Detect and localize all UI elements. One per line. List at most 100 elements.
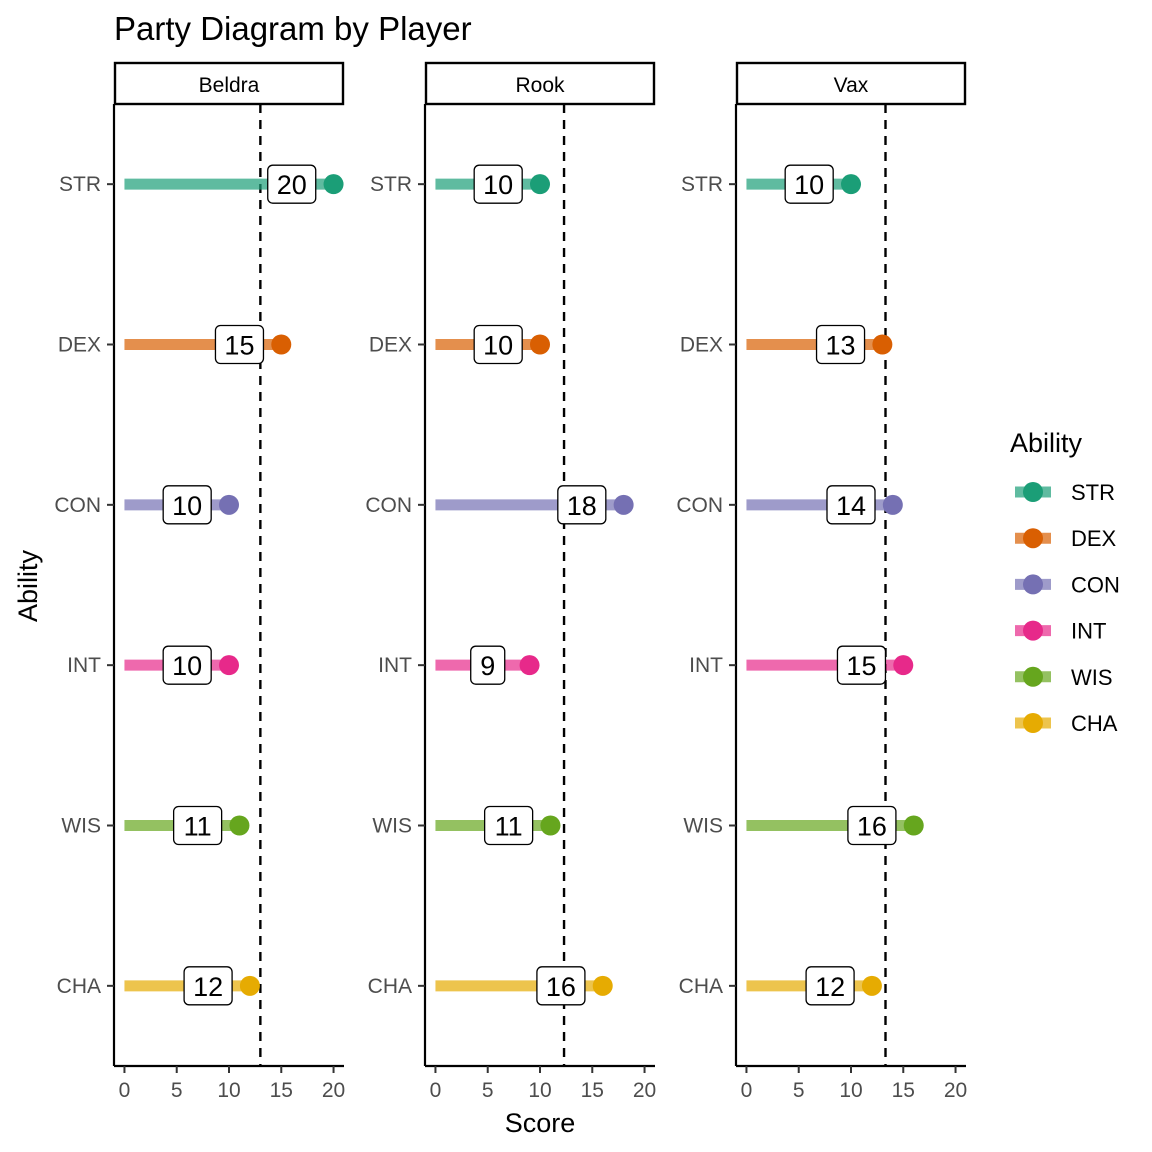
- lollipop-point-cha: [592, 975, 613, 996]
- legend-label-dex: DEX: [1071, 526, 1117, 551]
- x-tick-label: 10: [839, 1079, 862, 1102]
- y-tick-label: DEX: [680, 334, 723, 357]
- x-tick-label: 15: [892, 1079, 915, 1102]
- lollipop-point-cha: [239, 975, 260, 996]
- y-tick-label: CON: [365, 494, 412, 517]
- lollipop-point-wis: [903, 815, 924, 836]
- data-label-box: [470, 645, 506, 685]
- strip-label: Rook: [515, 74, 565, 97]
- legend-key-point-cha: [1023, 713, 1043, 733]
- legend-label-con: CON: [1071, 572, 1120, 597]
- data-label-box: [162, 645, 212, 685]
- y-tick-label: INT: [378, 654, 412, 677]
- legend-label-wis: WIS: [1071, 665, 1113, 690]
- lollipop-point-dex: [271, 334, 292, 355]
- x-tick-label: 20: [944, 1079, 967, 1102]
- panel-vax: Vax 0 5 10 15 20 STR DEX CON INT WIS CHA 10 13 14 15 16 1…: [676, 61, 967, 1102]
- x-tick-label: 0: [430, 1079, 442, 1102]
- data-label-box: [483, 805, 534, 846]
- data-label-box: [473, 324, 523, 365]
- y-tick-label: STR: [370, 173, 412, 196]
- strip-box: [735, 61, 967, 106]
- legend: Ability STR DEX CON INT WIS CHA: [1010, 428, 1120, 736]
- y-tick-label: CON: [676, 494, 723, 517]
- y-tick-label: CHA: [57, 975, 101, 998]
- legend-label-int: INT: [1071, 619, 1106, 644]
- lollipop-point-wis: [540, 815, 561, 836]
- legend-key-point-int: [1023, 620, 1043, 641]
- chart-title: Party Diagram by Player: [114, 10, 472, 47]
- data-label-wis: 11: [495, 812, 523, 842]
- data-label-box: [172, 805, 223, 846]
- lollipop-point-str: [530, 174, 550, 195]
- data-label-str: 10: [483, 170, 513, 200]
- data-label-wis: 16: [857, 812, 887, 842]
- data-label-box: [836, 645, 887, 685]
- legend-label-str: STR: [1071, 480, 1115, 505]
- y-tick-label: CHA: [679, 975, 723, 998]
- x-tick-label: 0: [119, 1079, 131, 1102]
- legend-label-cha: CHA: [1071, 711, 1118, 736]
- data-label-con: 14: [836, 491, 866, 521]
- data-label-box: [826, 485, 876, 525]
- data-label-cha: 12: [193, 972, 223, 1002]
- legend-key-point-str: [1023, 482, 1043, 502]
- strip-label: Beldra: [199, 74, 260, 97]
- y-tick-label: WIS: [683, 815, 723, 838]
- legend-title: Ability: [1010, 428, 1083, 458]
- data-label-box: [473, 164, 523, 204]
- y-tick-label: STR: [59, 173, 101, 196]
- y-tick-label: STR: [681, 173, 723, 196]
- lollipop-point-dex: [872, 334, 893, 355]
- y-tick-label: INT: [67, 654, 101, 677]
- data-label-box: [784, 164, 834, 204]
- data-label-con: 10: [172, 491, 202, 521]
- data-label-box: [214, 324, 265, 365]
- legend-key-point-dex: [1023, 528, 1043, 549]
- x-tick-label: 10: [217, 1079, 240, 1102]
- data-label-str: 20: [277, 170, 307, 200]
- x-tick-label: 15: [270, 1079, 293, 1102]
- panel-rook: Rook 0 5 10 15 20 STR DEX CON INT WIS CHA 10 10 18 9 11 1…: [365, 61, 656, 1102]
- data-label-box: [267, 164, 317, 204]
- y-tick-label: DEX: [369, 334, 412, 357]
- y-tick-label: WIS: [372, 815, 412, 838]
- x-tick-label: 0: [741, 1079, 753, 1102]
- x-tick-label: 5: [171, 1079, 183, 1102]
- data-label-dex: 10: [483, 331, 513, 361]
- x-tick-label: 15: [581, 1079, 604, 1102]
- data-label-con: 18: [567, 491, 597, 521]
- lollipop-point-con: [219, 494, 239, 515]
- lollipop-point-con: [613, 494, 634, 515]
- y-axis-title: Ability: [13, 549, 43, 622]
- panels: Beldra 0 5 10 15 20 STR DEX CON INT WIS CHA 20 15 10 10…: [54, 61, 967, 1102]
- lollipop-point-cha: [861, 975, 882, 996]
- data-label-int: 10: [172, 651, 202, 681]
- lollipop-point-con: [882, 494, 903, 515]
- data-label-cha: 16: [546, 972, 576, 1002]
- data-label-box: [536, 966, 586, 1006]
- data-label-box: [162, 485, 212, 525]
- strip-box: [424, 61, 656, 106]
- data-label-int: 15: [846, 651, 876, 681]
- strip-box: [113, 61, 345, 106]
- data-label-box: [557, 485, 607, 525]
- data-label-box: [847, 805, 897, 846]
- lollipop-point-dex: [530, 334, 550, 355]
- y-tick-label: CON: [54, 494, 101, 517]
- legend-key-point-con: [1023, 574, 1043, 595]
- panel-beldra: Beldra 0 5 10 15 20 STR DEX CON INT WIS CHA 20 15 10 10…: [54, 61, 345, 1102]
- data-label-dex: 13: [826, 331, 856, 361]
- lollipop-point-str: [323, 174, 344, 195]
- lollipop-point-str: [841, 174, 861, 195]
- x-tick-label: 20: [322, 1079, 345, 1102]
- data-label-box: [183, 966, 233, 1006]
- y-tick-label: WIS: [61, 815, 101, 838]
- x-tick-label: 5: [793, 1079, 805, 1102]
- x-axis-title: Score: [505, 1108, 576, 1138]
- lollipop-point-int: [519, 655, 540, 676]
- data-label-wis: 11: [184, 812, 212, 842]
- data-label-box: [805, 966, 855, 1006]
- data-label-int: 9: [480, 651, 495, 681]
